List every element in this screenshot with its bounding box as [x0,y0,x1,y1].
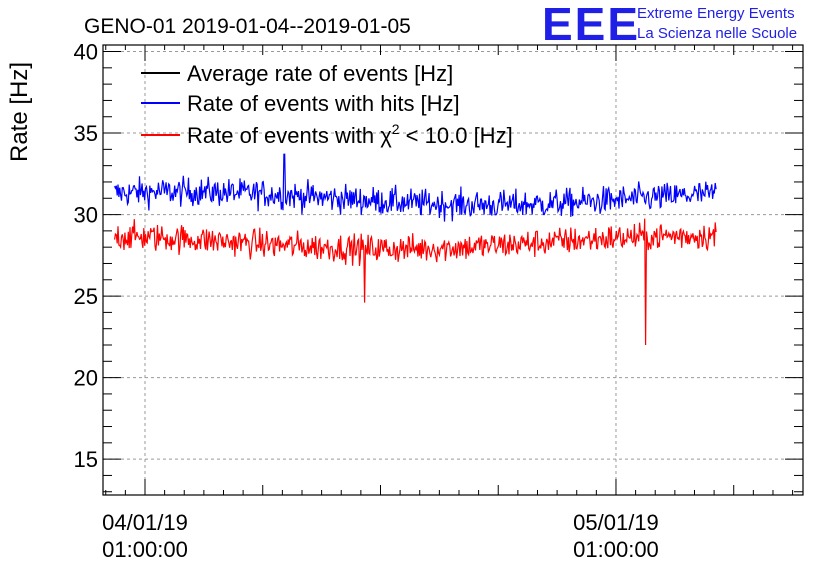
y-tick-label: 20 [74,366,98,391]
eee-logo: EEE Extreme Energy Events La Scienza nel… [542,0,797,50]
y-tick-label: 30 [74,203,98,228]
plot-border [102,44,804,496]
x-tick-label-time: 01:00:00 [102,537,188,562]
y-tick-label: 35 [74,121,98,146]
y-tick-label: 40 [74,40,98,65]
logo-text: EEE [542,0,640,50]
x-tick-label-date: 05/01/19 [573,510,659,535]
x-tick-label-time: 01:00:00 [573,537,659,562]
series-line-3 [114,218,717,346]
x-tick-label-date: 04/01/19 [102,510,188,535]
legend-label-2: Rate of events with hits [Hz] [187,91,460,116]
chart-title: GENO-01 2019-01-04--2019-01-05 [84,15,411,38]
plot-frame [102,44,804,496]
legend-label-3: Rate of events with χ2 < 10.0 [Hz] [187,121,513,148]
logo-line-2: La Scienza nelle Scuole [637,25,797,42]
logo-line-1: Extreme Energy Events [637,5,795,22]
data-series [114,153,717,346]
y-axis-ticks: 15 20 25 30 35 40 [74,40,803,493]
grid-lines [103,45,803,495]
legend-label-1: Average rate of events [Hz] [187,61,453,86]
y-tick-label: 25 [74,284,98,309]
series-line-2 [114,153,717,222]
y-tick-label: 15 [74,447,98,472]
y-axis-label: Rate [Hz] [6,62,33,162]
legend: Average rate of events [Hz] Rate of event… [141,61,513,148]
